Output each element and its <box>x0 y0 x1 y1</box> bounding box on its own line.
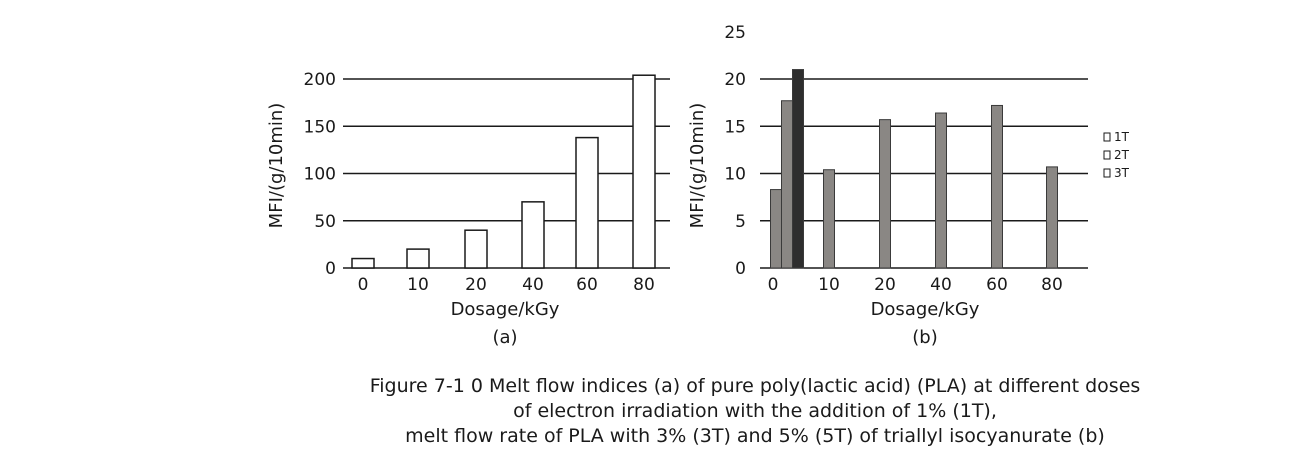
chart-b-y-tick-label: 5 <box>735 212 746 232</box>
chart-b-x-axis-label: Dosage/kGy <box>871 299 980 320</box>
chart-b-x-tick-label: 60 <box>986 275 1008 295</box>
chart-a-x-tick-label: 20 <box>465 275 487 295</box>
chart-a: 0 50 100 150 200 0 10 20 40 60 80 Dosage/kGy (a) MFI/… <box>266 70 670 348</box>
chart-a-bar <box>521 201 545 269</box>
chart-b: 0 5 10 15 20 25 0 10 20 40 60 80 Dosage/kGy (b) MFI/(g… <box>687 23 1130 348</box>
chart-b-x-tick-label: 40 <box>930 275 952 295</box>
chart-b-bar-1T <box>1046 166 1058 269</box>
chart-a-bar <box>406 248 430 269</box>
chart-a-x-tick-label: 0 <box>358 275 369 295</box>
chart-a-y-tick-label: 100 <box>304 165 336 185</box>
chart-b-legend-label: 1T <box>1114 130 1130 144</box>
chart-a-x-tick-label: 10 <box>407 275 429 295</box>
chart-b-y-axis-label: MFI/(g/10min) <box>687 103 708 229</box>
chart-a-bar <box>575 136 599 269</box>
chart-b-legend-swatch <box>1103 150 1111 160</box>
figure-caption: Figure 7-1 0 Melt flow indices (a) of pu… <box>340 374 1170 449</box>
chart-a-y-tick-label: 0 <box>325 259 336 279</box>
chart-b-legend-label: 3T <box>1114 166 1130 180</box>
chart-b-bar-1T <box>935 112 947 269</box>
chart-b-bar-2T <box>781 100 793 269</box>
chart-b-bar-1T <box>879 119 891 269</box>
chart-b-y-tick-label: 15 <box>724 117 746 137</box>
chart-b-bar-1T <box>823 169 835 269</box>
chart-a-bar <box>632 74 656 269</box>
chart-a-x-tick-label: 60 <box>576 275 598 295</box>
chart-a-x-axis-label: Dosage/kGy <box>451 299 560 320</box>
chart-b-bar-1T <box>770 189 782 269</box>
chart-b-legend-swatch <box>1103 168 1111 178</box>
chart-a-y-axis-label: MFI/(g/10min) <box>266 103 287 229</box>
chart-b-x-tick-label: 10 <box>818 275 840 295</box>
chart-a-x-tick-label: 80 <box>633 275 655 295</box>
caption-line-2: of electron irradiation with the additio… <box>513 400 997 422</box>
chart-a-x-tick-label: 40 <box>522 275 544 295</box>
chart-b-y-tick-label: 25 <box>724 23 746 43</box>
chart-b-y-tick-label: 0 <box>735 259 746 279</box>
chart-a-bar <box>351 257 375 269</box>
caption-line-3: melt flow rate of PLA with 3% (3T) and 5… <box>405 425 1105 447</box>
chart-b-bar-3T <box>792 69 804 269</box>
chart-b-x-tick-label: 20 <box>874 275 896 295</box>
chart-b-legend-swatch <box>1103 132 1111 142</box>
chart-b-x-tick-label: 0 <box>768 275 779 295</box>
chart-a-y-tick-label: 150 <box>304 117 336 137</box>
chart-a-y-tick-label: 200 <box>304 70 336 90</box>
chart-a-panel-label: (a) <box>492 327 517 348</box>
chart-b-y-tick-label: 20 <box>724 70 746 90</box>
chart-a-y-tick-label: 50 <box>314 212 336 232</box>
chart-b-bar-1T <box>991 104 1003 269</box>
chart-a-bar <box>464 229 488 269</box>
chart-b-x-tick-label: 80 <box>1041 275 1063 295</box>
chart-b-legend-label: 2T <box>1114 148 1130 162</box>
caption-line-1: Figure 7-1 0 Melt flow indices (a) of pu… <box>369 375 1141 397</box>
chart-b-panel-label: (b) <box>912 327 937 348</box>
chart-b-y-tick-label: 10 <box>724 165 746 185</box>
